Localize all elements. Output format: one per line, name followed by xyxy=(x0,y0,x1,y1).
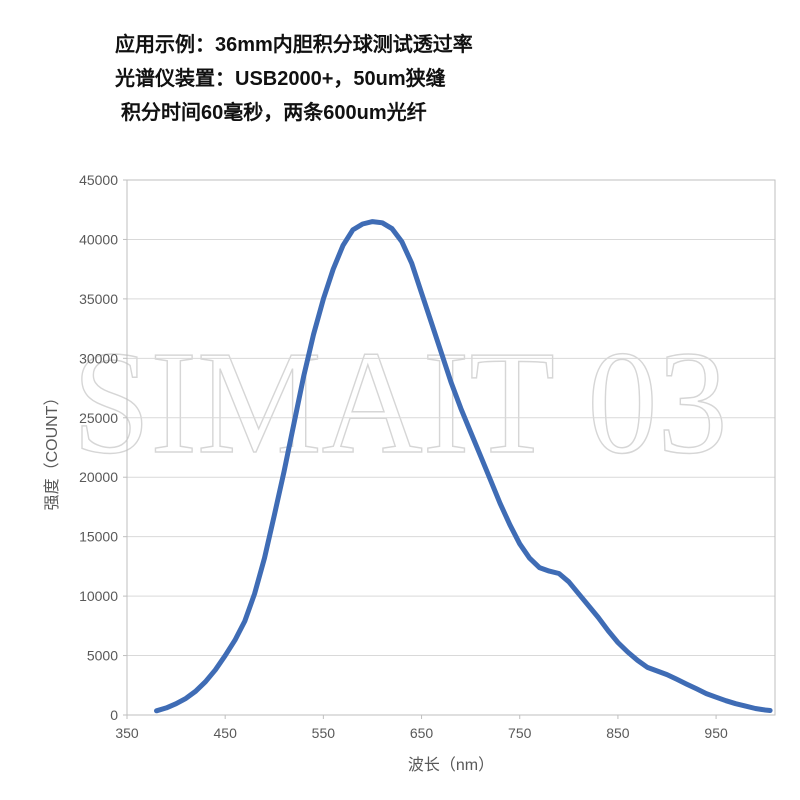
tick-labels-layer: 0 5000 10000 15000 20000 25000 30000 35000 40000… xyxy=(79,172,728,741)
spectrum-line xyxy=(154,219,773,714)
x-tick-label: 750 xyxy=(508,725,532,741)
y-tick-label: 5000 xyxy=(87,648,118,664)
x-tick-label: 650 xyxy=(410,725,434,741)
y-tick-label: 40000 xyxy=(79,231,118,247)
header-line-3: 积分时间60毫秒，两条600um光纤 xyxy=(121,102,427,124)
x-tick-label: 450 xyxy=(214,725,238,741)
y-tick-label: 15000 xyxy=(79,529,118,545)
x-tick-label: 950 xyxy=(704,725,728,741)
y-tick-label: 25000 xyxy=(79,410,118,426)
watermark-text: SIMAIT 03 xyxy=(73,321,728,485)
y-tick-label: 45000 xyxy=(79,172,118,188)
y-tick-label: 10000 xyxy=(79,588,118,604)
x-axis-title: 波长（nm） xyxy=(408,756,494,774)
header-line-2: 光谱仪装置：USB2000+，50um狭缝 xyxy=(115,68,446,90)
axes-layer xyxy=(123,179,776,719)
header-line-1: 应用示例：36mm内胆积分球测试透过率 xyxy=(115,34,473,56)
x-tick-label: 850 xyxy=(606,725,630,741)
y-tick-label: 30000 xyxy=(79,350,118,366)
y-tick-label: 0 xyxy=(110,707,118,723)
y-axis-title: 强度（COUNT） xyxy=(43,390,61,511)
x-tick-label: 350 xyxy=(115,725,139,741)
chart-header: 应用示例：36mm内胆积分球测试透过率 光谱仪装置：USB2000+，50um狭… xyxy=(115,28,473,130)
y-tick-label: 35000 xyxy=(79,291,118,307)
plot-area-border xyxy=(126,179,776,716)
y-tick-label: 20000 xyxy=(79,469,118,485)
x-tick-label: 550 xyxy=(312,725,336,741)
data-series-layer xyxy=(154,219,773,714)
